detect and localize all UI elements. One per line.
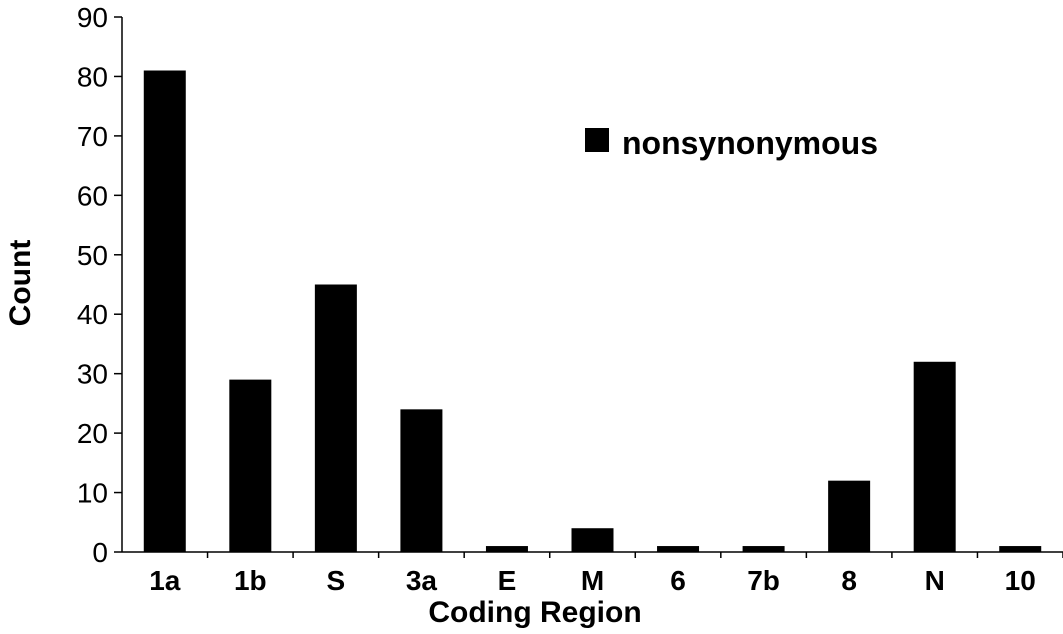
x-tick-label: 1b: [234, 565, 267, 596]
x-tick-label: 10: [1005, 565, 1036, 596]
legend-swatch: [585, 128, 609, 152]
bar-3a: [400, 409, 443, 552]
bar-M: [571, 528, 614, 552]
y-tick-label: 80: [77, 61, 108, 92]
y-tick-label: 50: [77, 240, 108, 271]
bars: [143, 70, 1042, 552]
y-tick-label: 90: [77, 2, 108, 33]
bar-N: [913, 361, 956, 552]
x-tick-label: N: [925, 565, 945, 596]
x-tick-label: 1a: [149, 565, 181, 596]
x-tick-label: 3a: [406, 565, 438, 596]
x-tick-label: 6: [670, 565, 686, 596]
y-tick-label: 0: [92, 537, 108, 568]
bar-S: [314, 284, 357, 552]
bar-E: [485, 546, 528, 552]
bar-1b: [229, 379, 272, 552]
bar-8: [828, 480, 871, 552]
legend-label: nonsynonymous: [622, 125, 878, 161]
x-tick-label: E: [498, 565, 517, 596]
y-tick-label: 40: [77, 299, 108, 330]
x-tick-label: S: [327, 565, 346, 596]
y-tick-label: 20: [77, 418, 108, 449]
x-tick-label: M: [581, 565, 604, 596]
bar-10: [999, 546, 1042, 552]
x-axis-labels: 1a 1b S 3a E M 6 7b 8 N 10: [149, 552, 1063, 596]
bar-1a: [143, 70, 186, 552]
y-tick-label: 10: [77, 478, 108, 509]
legend: nonsynonymous: [585, 125, 878, 161]
y-tick-label: 60: [77, 180, 108, 211]
x-axis-title: Coding Region: [428, 596, 641, 629]
bar-7b: [742, 546, 785, 552]
x-tick-label: 8: [841, 565, 857, 596]
y-axis-ticks: 0 10 20 30 40 50 60 70 80 90: [77, 2, 122, 568]
x-tick-label: 7b: [747, 565, 780, 596]
y-axis-title: Count: [4, 240, 37, 327]
y-tick-label: 30: [77, 359, 108, 390]
y-tick-label: 70: [77, 121, 108, 152]
bar-6: [657, 546, 700, 552]
